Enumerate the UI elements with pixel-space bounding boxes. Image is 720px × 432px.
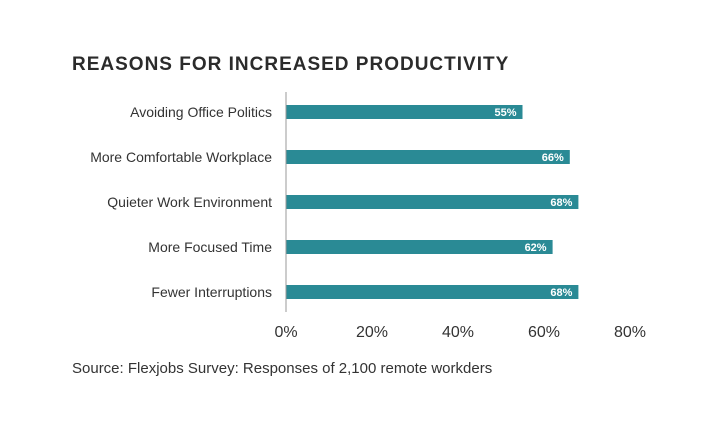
bar <box>286 285 579 299</box>
source-note: Source: Flexjobs Survey: Responses of 2,… <box>72 360 493 377</box>
bar-value-label: 62% <box>525 242 547 254</box>
bar-value-label: 68% <box>550 197 572 209</box>
category-label: Fewer Interruptions <box>151 284 272 300</box>
category-label: More Comfortable Workplace <box>90 149 272 165</box>
category-label: More Focused Time <box>148 239 272 255</box>
bar-value-label: 55% <box>494 107 516 119</box>
x-tick-label: 60% <box>528 324 560 341</box>
chart-title: REASONS FOR INCREASED PRODUCTIVITY <box>72 54 510 75</box>
bar <box>286 240 553 254</box>
bar <box>286 150 570 164</box>
x-tick-label: 20% <box>356 324 388 341</box>
x-tick-label: 80% <box>614 324 646 341</box>
bar-value-label: 66% <box>542 152 564 164</box>
bar-value-label: 68% <box>550 287 572 299</box>
bar <box>286 105 523 119</box>
bar <box>286 195 579 209</box>
category-label: Avoiding Office Politics <box>130 104 272 120</box>
category-label: Quieter Work Environment <box>107 194 272 210</box>
x-tick-label: 40% <box>442 324 474 341</box>
x-tick-label: 0% <box>274 324 297 341</box>
